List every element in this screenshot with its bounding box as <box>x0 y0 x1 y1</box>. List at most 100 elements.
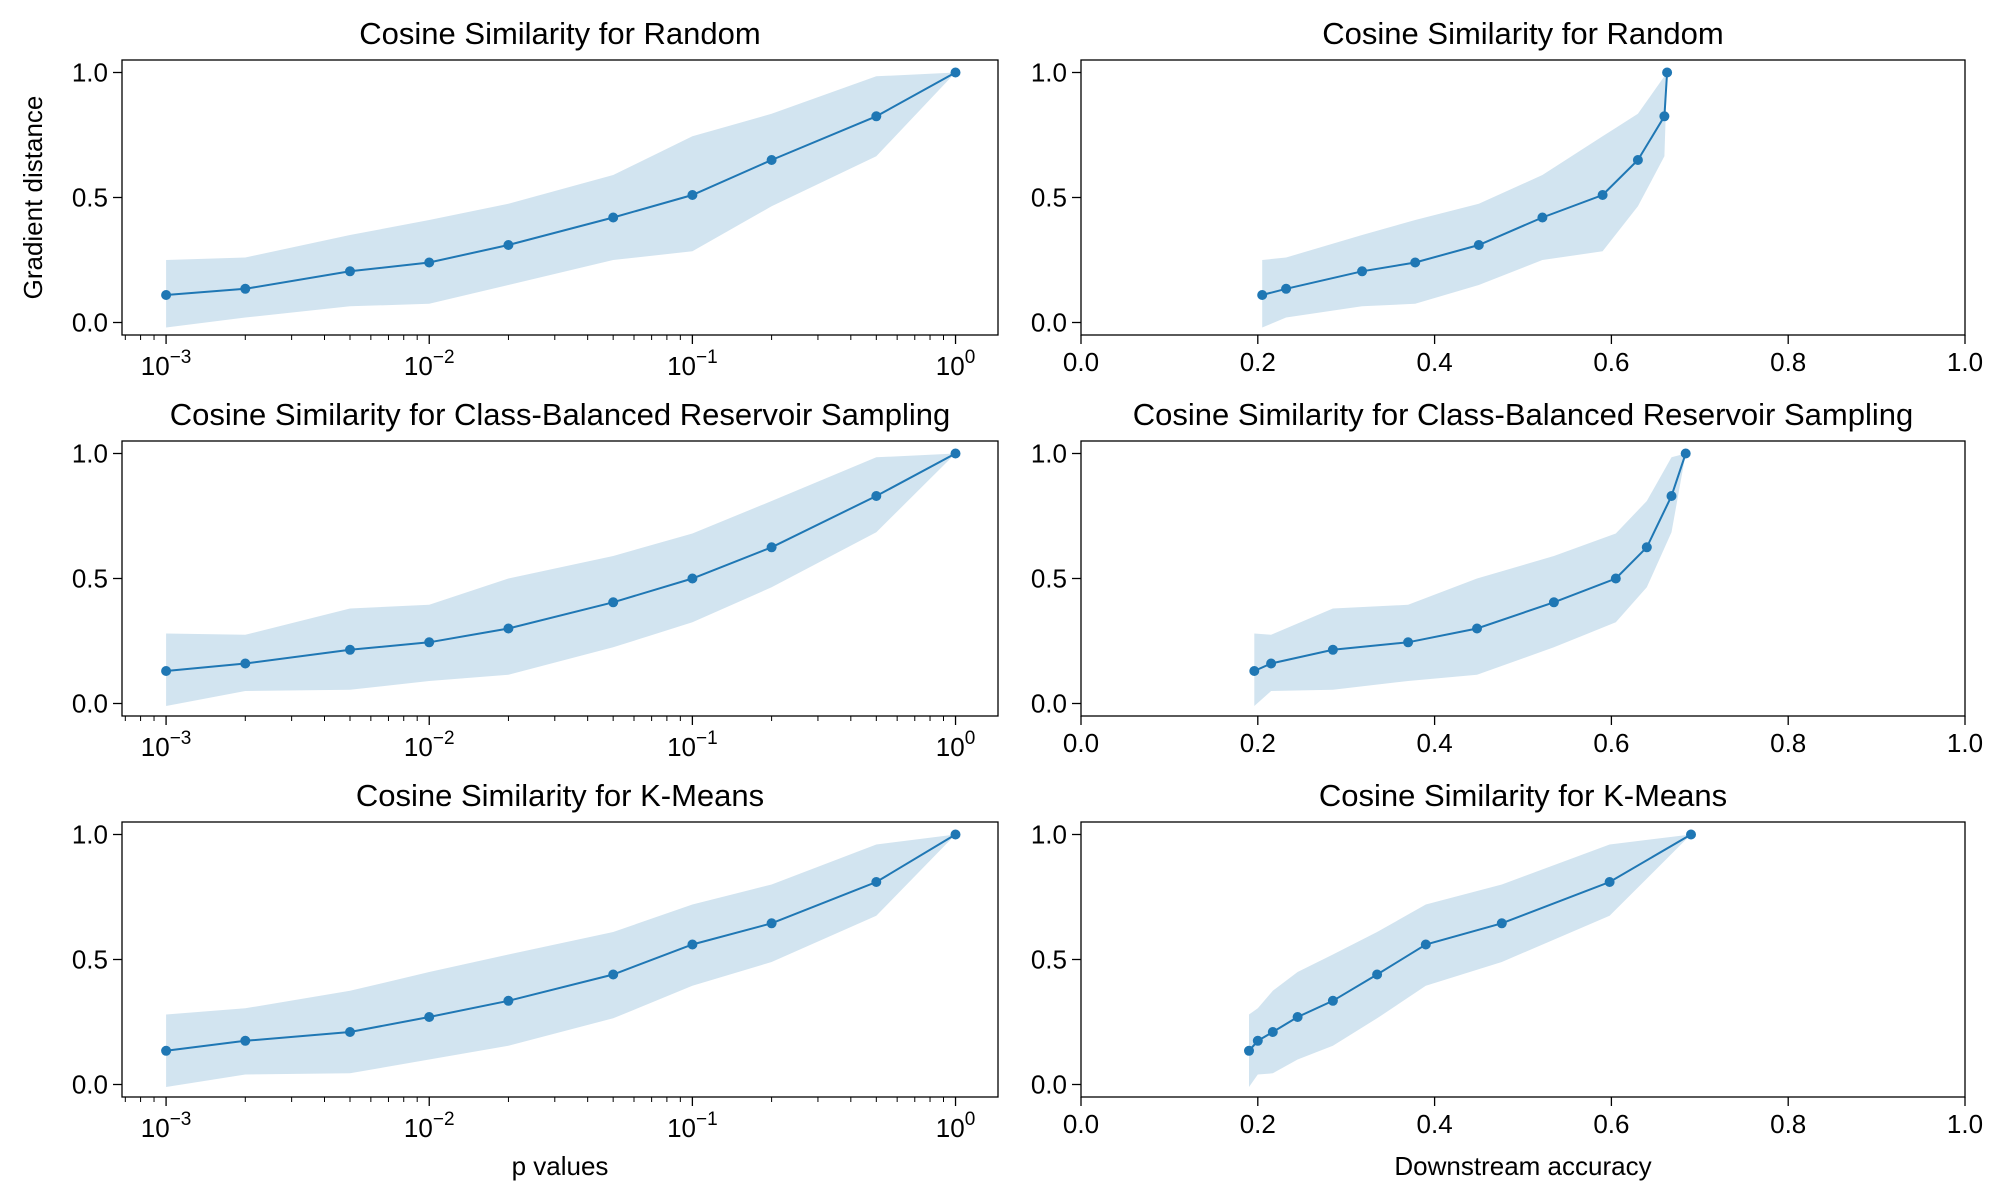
chart-0-point-4 <box>503 240 513 250</box>
chart-4-point-3 <box>424 1012 434 1022</box>
chart-5-ytick-label-2: 1.0 <box>1031 820 1067 850</box>
chart-0-ytick-label-0: 0.0 <box>72 308 108 338</box>
chart-1-xtick-label-4: 0.8 <box>1770 347 1806 377</box>
chart-2-point-3 <box>424 637 434 647</box>
chart-5-point-3 <box>1293 1012 1303 1022</box>
chart-5-xtick-label-4: 0.8 <box>1770 1109 1806 1139</box>
chart-0-ytick-label-1: 0.5 <box>72 183 108 213</box>
chart-5-xtick-label-5: 1.0 <box>1947 1109 1983 1139</box>
chart-3-xtick-label-2: 0.4 <box>1417 728 1453 758</box>
chart-4-point-8 <box>871 877 881 887</box>
chart-0-ylabel: Gradient distance <box>18 96 48 300</box>
chart-3-xtick-label-3: 0.6 <box>1593 728 1629 758</box>
chart-4-point-7 <box>767 918 777 928</box>
chart-3-point-2 <box>1328 645 1338 655</box>
chart-2-point-9 <box>951 449 961 459</box>
chart-0-point-6 <box>687 190 697 200</box>
chart-3: Cosine Similarity for Class-Balanced Res… <box>1031 397 1983 758</box>
chart-3-point-5 <box>1549 597 1559 607</box>
chart-3-point-9 <box>1681 449 1691 459</box>
chart-4-xtick-label-3: 100 <box>936 1109 976 1143</box>
chart-0-point-5 <box>608 213 618 223</box>
chart-2-point-6 <box>687 574 697 584</box>
chart-2-ytick-label-1: 0.5 <box>72 564 108 594</box>
chart-4-ytick-label-1: 0.5 <box>72 945 108 975</box>
chart-3-point-8 <box>1667 491 1677 501</box>
chart-0-point-9 <box>951 68 961 78</box>
chart-5-xtick-label-3: 0.6 <box>1593 1109 1629 1139</box>
chart-5-xtick-label-1: 0.2 <box>1240 1109 1276 1139</box>
chart-0-xtick-label-0: 10−3 <box>141 347 192 381</box>
chart-5-xtick-label-0: 0.0 <box>1063 1109 1099 1139</box>
chart-1-xtick-label-1: 0.2 <box>1240 347 1276 377</box>
chart-4-point-9 <box>951 830 961 840</box>
chart-4-band-0 <box>166 835 955 1088</box>
chart-1-point-9 <box>1662 68 1672 78</box>
chart-2-point-5 <box>608 597 618 607</box>
chart-2-point-8 <box>871 491 881 501</box>
chart-4-xtick-label-0: 10−3 <box>141 1109 192 1143</box>
chart-4-point-6 <box>687 940 697 950</box>
chart-0-xtick-label-2: 10−1 <box>667 347 718 381</box>
chart-5-frame <box>1081 822 1965 1097</box>
chart-3-xtick-label-4: 0.8 <box>1770 728 1806 758</box>
chart-0-point-8 <box>871 111 881 121</box>
chart-4-xtick-label-2: 10−1 <box>667 1109 718 1143</box>
chart-1-point-3 <box>1410 258 1420 268</box>
chart-1-point-2 <box>1357 266 1367 276</box>
chart-1-xtick-label-5: 1.0 <box>1947 347 1983 377</box>
chart-1-ytick-label-1: 0.5 <box>1031 183 1067 213</box>
chart-4-point-4 <box>503 996 513 1006</box>
chart-2-point-0 <box>161 666 171 676</box>
chart-1-point-4 <box>1474 240 1484 250</box>
chart-0-point-0 <box>161 290 171 300</box>
chart-3-point-3 <box>1403 637 1413 647</box>
chart-5-point-9 <box>1686 830 1696 840</box>
chart-3-point-4 <box>1472 624 1482 634</box>
chart-2: Cosine Similarity for Class-Balanced Res… <box>72 397 998 762</box>
chart-1-ytick-label-2: 1.0 <box>1031 58 1067 88</box>
chart-4-point-2 <box>345 1027 355 1037</box>
chart-5-point-7 <box>1497 918 1507 928</box>
chart-1-point-0 <box>1257 290 1267 300</box>
chart-0-xtick-label-1: 10−2 <box>404 347 455 381</box>
chart-5-xtick-label-2: 0.4 <box>1417 1109 1453 1139</box>
chart-2-point-7 <box>767 542 777 552</box>
chart-0-xtick-label-3: 100 <box>936 347 976 381</box>
chart-5-point-1 <box>1253 1036 1263 1046</box>
chart-4-xlabel: p values <box>512 1151 609 1181</box>
chart-1-band-0 <box>1262 73 1667 328</box>
chart-0-point-1 <box>240 284 250 294</box>
chart-1-xtick-label-0: 0.0 <box>1063 347 1099 377</box>
chart-5-ytick-label-0: 0.0 <box>1031 1070 1067 1100</box>
chart-0-point-3 <box>424 258 434 268</box>
chart-2-ytick-label-2: 1.0 <box>72 439 108 469</box>
chart-3-ytick-label-0: 0.0 <box>1031 689 1067 719</box>
chart-3-xtick-label-1: 0.2 <box>1240 728 1276 758</box>
chart-2-point-4 <box>503 624 513 634</box>
chart-3-ytick-label-1: 0.5 <box>1031 564 1067 594</box>
chart-4-point-1 <box>240 1036 250 1046</box>
chart-3-band-0 <box>1254 454 1685 707</box>
chart-5-point-0 <box>1244 1046 1254 1056</box>
chart-0-point-2 <box>345 266 355 276</box>
chart-0-ytick-label-2: 1.0 <box>72 58 108 88</box>
chart-4-point-5 <box>608 970 618 980</box>
chart-5-point-6 <box>1421 940 1431 950</box>
chart-1-ytick-label-0: 0.0 <box>1031 308 1067 338</box>
chart-4-ytick-label-2: 1.0 <box>72 820 108 850</box>
chart-5: Cosine Similarity for K-Means 0.0 0.2 0.4 0.… <box>1031 778 1983 1181</box>
chart-5-xlabel: Downstream accuracy <box>1394 1151 1651 1181</box>
chart-0-point-7 <box>767 155 777 165</box>
chart-3-point-6 <box>1611 574 1621 584</box>
chart-1-point-1 <box>1281 284 1291 294</box>
chart-1-point-7 <box>1633 155 1643 165</box>
chart-3-title: Cosine Similarity for Class-Balanced Res… <box>1133 397 1913 432</box>
chart-2-title: Cosine Similarity for Class-Balanced Res… <box>170 397 950 432</box>
chart-2-xtick-label-0: 10−3 <box>141 728 192 762</box>
chart-1-point-5 <box>1537 213 1547 223</box>
chart-3-xtick-label-0: 0.0 <box>1063 728 1099 758</box>
chart-1: Cosine Similarity for Random0.0 0.2 0.4 0.6… <box>1031 16 1983 377</box>
chart-0-title: Cosine Similarity for Random <box>359 16 760 51</box>
